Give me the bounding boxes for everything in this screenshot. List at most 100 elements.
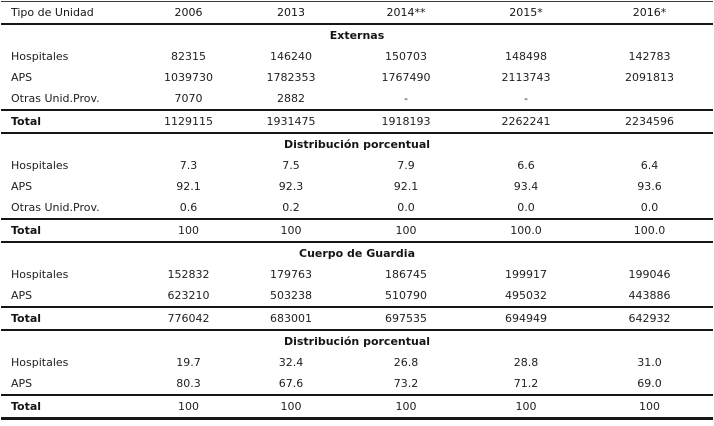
table-body: Externas Hospitales 82315 146240 150703 14849… bbox=[1, 24, 713, 420]
total-row: Total 100 100 100 100 100 bbox=[1, 394, 713, 420]
value-cell: 199917 bbox=[505, 268, 547, 281]
value-cell: 1782353 bbox=[266, 71, 316, 84]
row-label: Hospitales bbox=[11, 50, 69, 63]
column-header-year: 2006 bbox=[141, 1, 236, 25]
value-cell: 7070 bbox=[174, 92, 203, 105]
row-label: Otras Unid.Prov. bbox=[11, 92, 100, 105]
header-row: Tipo de Unidad 2006 2013 2014** 2015* 2016* bbox=[1, 1, 713, 25]
section-title-row: Externas bbox=[1, 24, 713, 46]
value-cell: 443886 bbox=[628, 289, 671, 302]
table-row: Hospitales 82315 146240 150703 148498 142783 bbox=[1, 46, 713, 67]
value-cell: 0.0 bbox=[397, 201, 415, 214]
row-label: APS bbox=[11, 71, 33, 84]
value-cell: 1931475 bbox=[236, 109, 346, 134]
value-cell: 100 bbox=[346, 394, 466, 420]
value-cell: 776042 bbox=[141, 306, 236, 331]
value-cell: 93.4 bbox=[513, 180, 539, 193]
value-cell: 146240 bbox=[270, 50, 312, 63]
row-label: APS bbox=[11, 289, 33, 302]
value-cell: 100 bbox=[236, 394, 346, 420]
row-label: APS bbox=[11, 377, 33, 390]
value-cell: - bbox=[524, 92, 528, 105]
table-row: APS 80.3 67.6 73.2 71.2 69.0 bbox=[1, 373, 713, 395]
value-cell: 92.1 bbox=[176, 180, 201, 193]
value-cell: 80.3 bbox=[176, 377, 201, 390]
value-cell: 142783 bbox=[628, 50, 671, 63]
table-row: Hospitales 7.3 7.5 7.9 6.6 6.4 bbox=[1, 155, 713, 176]
value-cell: 2091813 bbox=[625, 71, 674, 84]
row-label: Otras Unid.Prov. bbox=[11, 201, 100, 214]
value-cell: 6.6 bbox=[517, 159, 535, 172]
value-cell: 100 bbox=[586, 394, 713, 420]
value-cell: 150703 bbox=[385, 50, 427, 63]
value-cell: 82315 bbox=[171, 50, 206, 63]
value-cell: 148498 bbox=[505, 50, 547, 63]
value-cell: 100 bbox=[141, 394, 236, 420]
value-cell: 100 bbox=[346, 218, 466, 243]
value-cell: 1767490 bbox=[381, 71, 431, 84]
row-label: Hospitales bbox=[11, 268, 69, 281]
column-header-year: 2014** bbox=[346, 1, 466, 25]
value-cell: 0.6 bbox=[179, 201, 198, 214]
value-cell: 1918193 bbox=[346, 109, 466, 134]
value-cell bbox=[586, 88, 713, 110]
value-cell: 7.5 bbox=[282, 159, 300, 172]
value-cell: 2234596 bbox=[586, 109, 713, 134]
row-label: Total bbox=[1, 306, 141, 331]
value-cell: 186745 bbox=[385, 268, 427, 281]
section-title-row: Distribución porcentual bbox=[1, 133, 713, 155]
value-cell: 1039730 bbox=[164, 71, 213, 84]
value-cell: 694949 bbox=[466, 306, 586, 331]
value-cell: 28.8 bbox=[513, 356, 539, 369]
value-cell: 2882 bbox=[277, 92, 305, 105]
value-cell: 92.3 bbox=[278, 180, 304, 193]
table-row: Otras Unid.Prov. 7070 2882 - - bbox=[1, 88, 713, 110]
total-row: Total 100 100 100 100.0 100.0 bbox=[1, 218, 713, 243]
column-header-year: 2013 bbox=[236, 1, 346, 25]
value-cell: 199046 bbox=[628, 268, 671, 281]
value-cell: 92.1 bbox=[393, 180, 419, 193]
value-cell: 510790 bbox=[385, 289, 427, 302]
value-cell: - bbox=[404, 92, 408, 105]
section-title-row: Distribución porcentual bbox=[1, 330, 713, 352]
row-label: Hospitales bbox=[11, 159, 69, 172]
value-cell: 623210 bbox=[167, 289, 210, 302]
table-row: APS 623210 503238 510790 495032 443886 bbox=[1, 285, 713, 307]
value-cell: 179763 bbox=[270, 268, 312, 281]
table-row: Otras Unid.Prov. 0.6 0.2 0.0 0.0 0.0 bbox=[1, 197, 713, 219]
value-cell: 2113743 bbox=[501, 71, 551, 84]
value-cell: 683001 bbox=[236, 306, 346, 331]
value-cell: 71.2 bbox=[513, 377, 539, 390]
value-cell: 100.0 bbox=[466, 218, 586, 243]
row-label: Total bbox=[1, 109, 141, 134]
value-cell: 100 bbox=[466, 394, 586, 420]
value-cell: 19.7 bbox=[176, 356, 201, 369]
value-cell: 503238 bbox=[270, 289, 312, 302]
value-cell: 642932 bbox=[586, 306, 713, 331]
value-cell: 697535 bbox=[346, 306, 466, 331]
column-header-year: 2016* bbox=[586, 1, 713, 25]
value-cell: 495032 bbox=[505, 289, 547, 302]
value-cell: 32.4 bbox=[278, 356, 304, 369]
table-row: Hospitales 152832 179763 186745 199917 199046 bbox=[1, 264, 713, 285]
value-cell: 100 bbox=[236, 218, 346, 243]
value-cell: 31.0 bbox=[637, 356, 662, 369]
table-row: Hospitales 19.7 32.4 26.8 28.8 31.0 bbox=[1, 352, 713, 373]
value-cell: 0.0 bbox=[640, 201, 659, 214]
total-row: Total 776042 683001 697535 694949 642932 bbox=[1, 306, 713, 331]
value-cell: 73.2 bbox=[393, 377, 419, 390]
value-cell: 7.3 bbox=[179, 159, 198, 172]
value-cell: 6.4 bbox=[640, 159, 659, 172]
section-title: Cuerpo de Guardia bbox=[299, 247, 415, 260]
value-cell: 93.6 bbox=[637, 180, 662, 193]
value-cell: 26.8 bbox=[393, 356, 419, 369]
row-label: APS bbox=[11, 180, 33, 193]
table-row: APS 92.1 92.3 92.1 93.4 93.6 bbox=[1, 176, 713, 197]
value-cell: 2262241 bbox=[466, 109, 586, 134]
column-header-year: 2015* bbox=[466, 1, 586, 25]
value-cell: 100.0 bbox=[586, 218, 713, 243]
value-cell: 0.2 bbox=[282, 201, 300, 214]
value-cell: 69.0 bbox=[637, 377, 662, 390]
value-cell: 7.9 bbox=[397, 159, 415, 172]
